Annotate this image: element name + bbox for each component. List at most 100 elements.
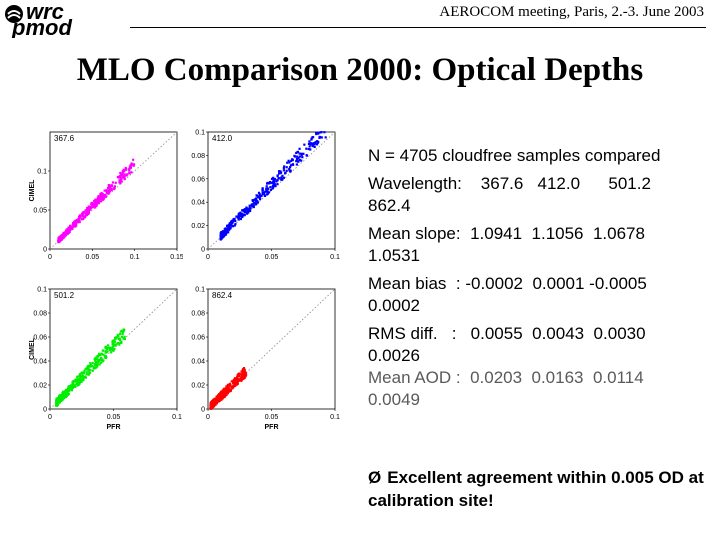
scatter-point: [300, 159, 303, 162]
scatter-point: [315, 143, 319, 146]
scatter-point: [103, 354, 106, 357]
y-tick-label: 0.08: [191, 153, 205, 160]
scatter-point: [307, 142, 311, 145]
scatter-point: [82, 215, 86, 219]
scatter-point: [220, 396, 223, 399]
scatter-point: [87, 211, 90, 214]
scatter-point: [89, 362, 92, 365]
scatter-point: [74, 222, 77, 225]
scatter-point: [118, 181, 121, 184]
scatter-point: [221, 232, 224, 236]
scatter-point: [78, 218, 81, 221]
scatter-point: [240, 215, 244, 219]
y-tick-label: 0.1: [37, 287, 47, 294]
scatter-point: [209, 407, 212, 410]
scatter-plot-501: 0 0.05 0.1 0 0.02 0.04 0.06 0.08 0.1 501.2 CIMEL PF…: [28, 285, 183, 435]
scatter-point: [266, 182, 269, 185]
scatter-point: [242, 377, 245, 381]
scatter-point: [70, 388, 73, 391]
scatter-point: [88, 371, 92, 374]
scatter-point: [217, 400, 220, 403]
scatter-point: [55, 402, 59, 406]
scatter-point: [295, 158, 299, 161]
scatter-point: [225, 389, 228, 392]
scatter-point: [67, 226, 70, 229]
scatter-point: [107, 190, 110, 194]
scatter-point: [87, 364, 91, 368]
wavelength-line: Wavelength: 367.6 412.0 501.2 862.4: [368, 173, 713, 217]
scatter-point: [269, 186, 272, 189]
scatter-point: [246, 211, 249, 215]
scatter-point: [298, 152, 301, 155]
scatter-point: [130, 163, 134, 166]
scatter-point: [98, 363, 101, 366]
scatter-point: [72, 383, 75, 386]
scatter-point: [119, 180, 123, 183]
scatter-point: [57, 401, 60, 404]
scatter-point: [317, 140, 320, 143]
scatter-point: [119, 171, 122, 175]
scatter-point: [62, 236, 65, 239]
scatter-point: [98, 358, 101, 361]
scatter-point: [241, 209, 244, 212]
scatter-point: [214, 398, 217, 401]
scatter-point: [215, 399, 218, 402]
scatter-point: [237, 216, 241, 219]
scatter-point: [297, 156, 300, 159]
scatter-point: [60, 238, 63, 241]
scatter-point: [97, 195, 100, 198]
scatter-point: [236, 215, 239, 218]
scatter-point: [261, 187, 264, 190]
scatter-points: [209, 367, 248, 410]
scatter-point: [104, 350, 107, 353]
scatter-point: [271, 186, 275, 189]
scatter-point: [129, 164, 132, 167]
scatter-point: [236, 381, 239, 385]
scatter-point: [256, 201, 259, 204]
scatter-point: [225, 393, 228, 396]
scatter-plot-412-svg: 0 0.05 0.1 0 0.02 0.04 0.06 0.08 0.1 412.0: [191, 130, 340, 262]
scatter-point: [71, 225, 74, 228]
x-tick-label: 0.1: [330, 254, 340, 261]
scatter-point: [236, 377, 239, 380]
scatter-point: [98, 200, 101, 203]
y-tick-label: 0: [43, 407, 47, 414]
scatter-point: [313, 145, 316, 149]
scatter-point: [123, 177, 126, 180]
scatter-point: [309, 143, 312, 146]
scatter-point: [98, 352, 101, 355]
scatter-point: [112, 341, 115, 344]
scatter-point: [79, 214, 82, 217]
scatter-point: [233, 224, 236, 227]
scatter-point: [224, 388, 228, 391]
scatter-point: [122, 168, 125, 171]
scatter-point: [300, 152, 303, 155]
scatter-point: [280, 176, 283, 179]
scatter-point: [224, 231, 227, 234]
scatter-point: [280, 178, 283, 181]
scatter-point: [276, 183, 279, 186]
scatter-point: [132, 158, 135, 161]
scatter-point: [61, 395, 64, 399]
scatter-point: [225, 385, 228, 388]
scatter-point: [216, 397, 219, 400]
scatter-point: [86, 367, 89, 370]
scatter-point: [287, 159, 290, 162]
scatter-point: [229, 225, 232, 228]
scatter-point: [119, 330, 122, 333]
scatter-point: [289, 170, 292, 173]
scatter-point: [237, 373, 240, 377]
bullet-arrow-icon: Ø: [368, 468, 382, 487]
scatter-point: [115, 336, 118, 339]
scatter-point: [64, 390, 67, 394]
x-tick-label: 0: [206, 414, 210, 421]
scatter-point: [317, 131, 320, 135]
scatter-point: [263, 192, 266, 195]
scatter-point: [219, 236, 222, 239]
scatter-point: [129, 166, 133, 169]
scatter-point: [111, 345, 114, 348]
scatter-point: [241, 369, 244, 372]
scatter-point: [113, 339, 116, 342]
scatter-point: [300, 153, 303, 157]
aod-tail: 0.0049: [368, 390, 420, 409]
